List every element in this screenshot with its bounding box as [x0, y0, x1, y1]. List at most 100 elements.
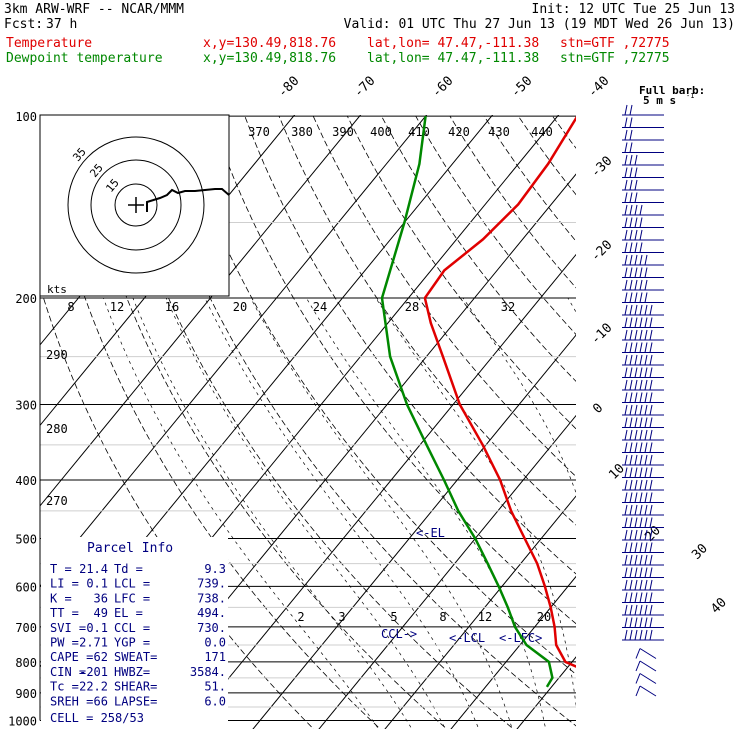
wind-barb-flag: [624, 492, 628, 503]
wind-barb-flag: [649, 454, 653, 466]
wind-barb-flag: [644, 329, 648, 341]
parcel-info-cell: 22.2: [79, 680, 108, 694]
parcel-info-cell: SVI =: [50, 621, 86, 635]
wind-barb-flag: [624, 429, 628, 441]
wind-barb-flag: [629, 229, 633, 241]
wind-barb-flag: [634, 404, 638, 416]
wind-barb-flag: [644, 517, 648, 528]
parcel-info-cell: 739.: [197, 577, 226, 591]
wind-barb-flag: [634, 542, 638, 553]
wind-barb-flag: [629, 192, 633, 203]
pressure-tick-labels: 100 200 300 400 500 600 700 800 900 1000: [8, 110, 37, 728]
dry-adiabat-line: [621, 116, 740, 733]
wind-barb-flag: [649, 579, 653, 591]
wind-barb-flag: [634, 592, 638, 603]
legend-temperature-latlon: lat,lon= 47.47,-111.38: [367, 36, 539, 51]
parcel-info-rows: T = 21.4 Td = 9.3 LI = 0.1 LCL = 739. K = 36 LFC =…: [50, 562, 226, 708]
wind-barb-flag: [649, 492, 653, 503]
wind-barb-flag: [649, 517, 653, 528]
parcel-info-cell: 36: [94, 591, 108, 605]
parcel-info-title: Parcel Info: [87, 541, 173, 556]
hodograph-speed-tick: 8: [67, 300, 74, 314]
mixing-ratio-label: 12: [478, 610, 492, 624]
wind-barb-flag: [649, 379, 653, 391]
wind-barb-flag: [634, 517, 638, 528]
pressure-tick-label: 900: [15, 687, 37, 701]
wind-barb-flag: [624, 629, 628, 641]
wind-barb-flag: [639, 567, 643, 578]
wind-barb-flag: [644, 579, 648, 591]
wind-barb-flag: [639, 479, 643, 491]
legend-temperature-station: stn=GTF ,72775: [560, 36, 670, 51]
dry-adiabat-line: [587, 116, 740, 733]
wind-barb-flag: [639, 604, 643, 616]
wind-barb-flag: [639, 392, 643, 403]
wind-barb-unit: 5 m s: [643, 94, 676, 107]
wind-barb-flag: [639, 442, 643, 453]
wind-barb-flag: [649, 354, 653, 366]
wind-barb-flag: [639, 379, 643, 391]
wind-barb-flag: [624, 392, 628, 403]
wind-barb-flag: [629, 492, 633, 503]
wind-barb-flag: [644, 554, 648, 566]
isotherm-label: -20: [588, 238, 615, 265]
wind-barb-flag: [629, 117, 633, 128]
wind-barb-unit-exponent: -1: [686, 92, 694, 100]
wind-barb-flag: [649, 504, 653, 516]
wind-barb-flag: [639, 467, 643, 478]
wind-barb-flag: [629, 304, 633, 316]
wind-barb-flag: [624, 504, 628, 516]
wind-barb-flag: [649, 404, 653, 416]
wind-barb-flag: [629, 404, 633, 416]
wind-barb-flag: [639, 592, 643, 603]
wind-barb-flag: [639, 317, 643, 328]
pressure-tick-label: 300: [15, 398, 37, 412]
parcel-info-cell: 2.71: [79, 636, 108, 650]
moist-adiabat-line: [204, 297, 480, 729]
moist-adiabat-line: [165, 297, 446, 729]
wind-barb-flag: [629, 279, 633, 291]
parcel-info-cell: 49: [94, 606, 108, 620]
wind-barb-flag: [624, 204, 628, 216]
wind-barb-flag: [639, 304, 643, 316]
wind-barb-flag: [624, 267, 628, 278]
wind-barb-shaft: [639, 660, 657, 672]
wind-barb-flag: [634, 267, 638, 278]
parcel-info-cell: 0.1: [86, 577, 108, 591]
moist-adiabat-line: [462, 297, 576, 494]
wind-barb-flag: [634, 204, 638, 216]
wind-barb-flag: [629, 267, 633, 278]
wind-barb-flag: [634, 217, 638, 228]
wind-barb-flag: [629, 179, 633, 191]
parcel-info-cell: 21.4: [79, 562, 108, 576]
dry-adiabat-line: [689, 116, 740, 733]
parcel-info-cell: 0.1: [86, 621, 108, 635]
init-time: Init: 12 UTC Tue 25 Jun 13: [532, 2, 736, 17]
isotherm-line: [384, 495, 576, 729]
wind-barb-flag: [644, 379, 648, 391]
wind-barb-flag: [624, 104, 628, 116]
theta-label-top: 430: [488, 125, 510, 139]
parcel-info-cell: 62: [94, 650, 108, 664]
isotherm-label: -60: [429, 74, 456, 101]
isotherm-label: 30: [689, 541, 711, 563]
parcel-info-cell: T =: [50, 562, 72, 576]
parcel-info-cell: 3584.: [190, 665, 226, 679]
isotherm-label: 0: [590, 401, 606, 417]
wind-barb-flag: [624, 192, 628, 203]
pressure-tick-label: 200: [15, 292, 37, 306]
parcel-info-cell: HWBZ=: [114, 665, 150, 679]
wind-barb-flag: [629, 154, 633, 166]
wind-barb-flag: [624, 379, 628, 391]
wind-barb-flag: [634, 279, 638, 291]
dry-adiabat-line: [73, 116, 448, 729]
isotherm-line: [450, 575, 576, 729]
wind-barb-flag: [644, 304, 648, 316]
wind-barb-shaft: [639, 648, 657, 659]
wind-barb-flag: [624, 229, 628, 241]
wind-barb-flag: [634, 354, 638, 366]
wind-barb-flag: [629, 629, 633, 641]
pressure-tick-label: 500: [15, 533, 37, 547]
wind-barb-flag: [649, 479, 653, 491]
